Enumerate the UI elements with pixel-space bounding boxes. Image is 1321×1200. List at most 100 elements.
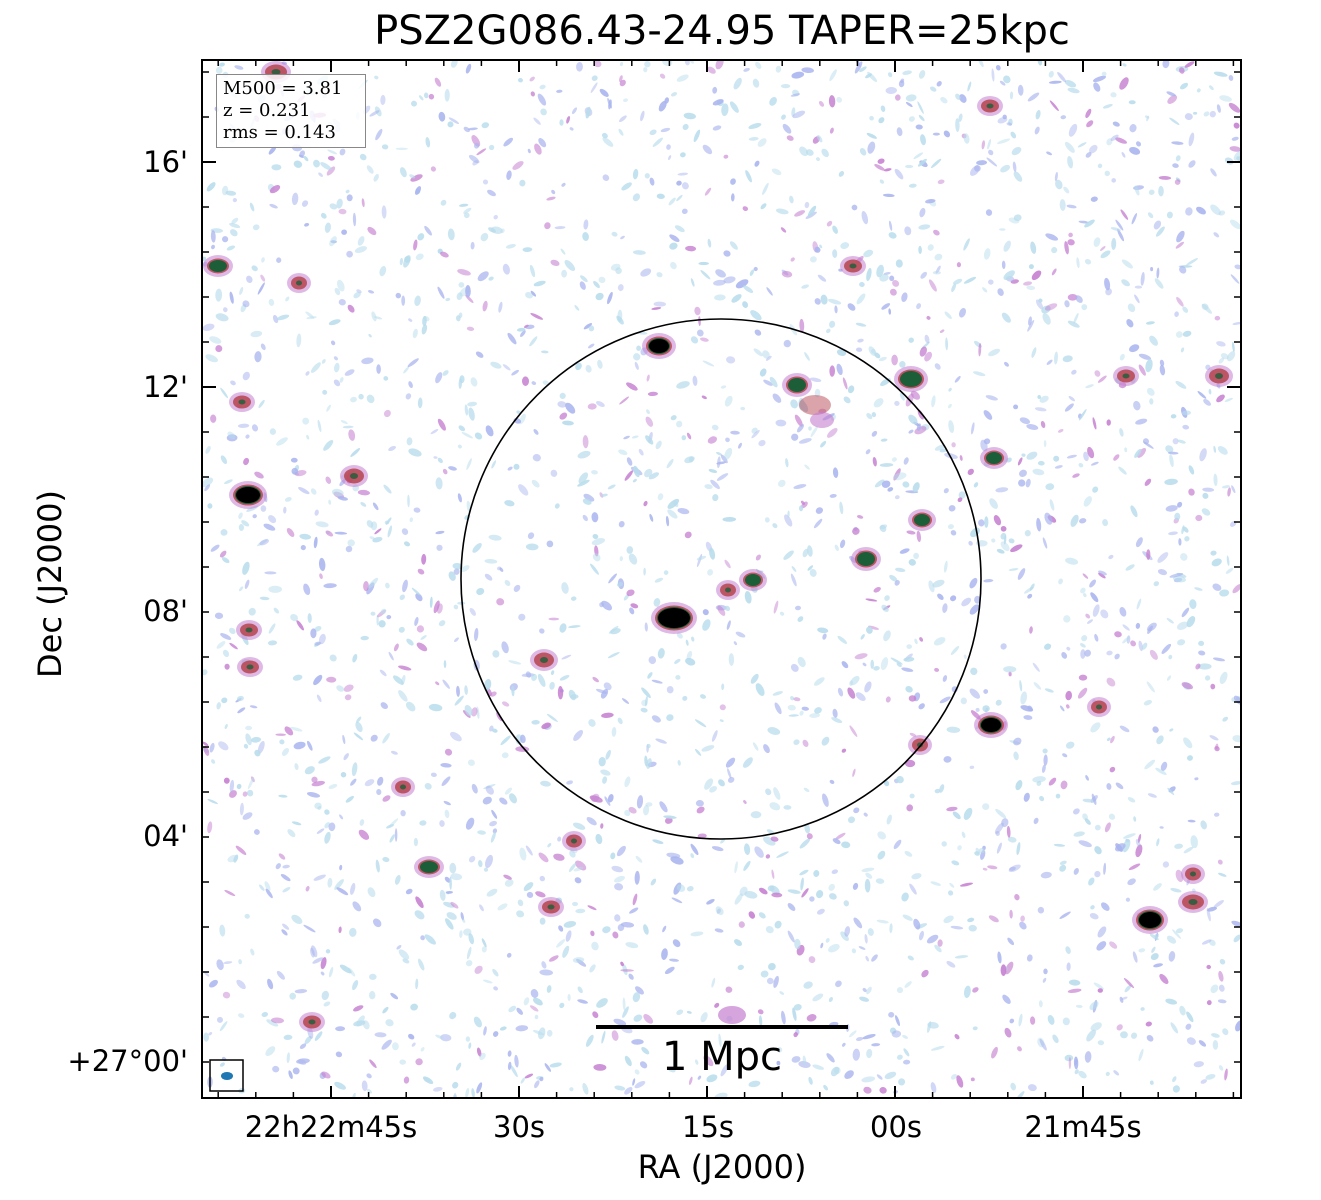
noise-speck bbox=[323, 439, 334, 451]
noise-speck bbox=[856, 293, 866, 305]
noise-speck bbox=[598, 757, 606, 767]
noise-speck bbox=[685, 657, 696, 666]
noise-speck bbox=[408, 448, 422, 457]
noise-speck bbox=[1041, 764, 1046, 773]
noise-speck bbox=[802, 1055, 807, 1066]
noise-speck bbox=[686, 1010, 692, 1014]
noise-speck bbox=[625, 942, 639, 949]
noise-speck bbox=[629, 607, 635, 615]
noise-speck bbox=[261, 257, 265, 263]
noise-speck bbox=[1206, 906, 1218, 912]
noise-speck bbox=[1184, 536, 1190, 542]
noise-speck bbox=[245, 725, 253, 731]
noise-speck bbox=[473, 1016, 482, 1028]
noise-speck bbox=[808, 956, 816, 964]
noise-speck bbox=[942, 603, 948, 613]
noise-speck bbox=[514, 1054, 519, 1068]
noise-speck bbox=[883, 168, 892, 172]
noise-speck bbox=[264, 881, 271, 891]
noise-speck bbox=[1081, 304, 1088, 311]
y-tick-label: 08' bbox=[143, 594, 188, 628]
noise-speck bbox=[1005, 961, 1014, 975]
noise-speck bbox=[888, 220, 893, 231]
noise-speck bbox=[437, 418, 446, 431]
noise-speck bbox=[1002, 994, 1011, 1004]
noise-speck bbox=[595, 401, 605, 407]
noise-speck bbox=[989, 498, 998, 509]
noise-speck bbox=[666, 458, 674, 469]
noise-speck bbox=[817, 627, 829, 634]
source-center bbox=[547, 904, 555, 910]
noise-speck bbox=[939, 696, 951, 704]
noise-speck bbox=[1145, 1021, 1152, 1027]
noise-speck bbox=[504, 787, 513, 795]
noise-speck bbox=[1026, 451, 1038, 460]
noise-speck bbox=[1224, 397, 1233, 402]
noise-speck bbox=[720, 385, 727, 389]
noise-speck bbox=[683, 112, 696, 120]
noise-speck bbox=[799, 318, 805, 333]
noise-speck bbox=[1038, 298, 1043, 303]
noise-speck bbox=[1093, 82, 1101, 92]
noise-speck bbox=[268, 298, 275, 306]
noise-speck bbox=[519, 179, 526, 187]
noise-speck bbox=[219, 924, 226, 937]
noise-speck bbox=[813, 677, 825, 686]
noise-speck bbox=[866, 267, 872, 282]
noise-speck bbox=[369, 536, 375, 540]
noise-speck bbox=[363, 581, 369, 592]
noise-speck bbox=[524, 1073, 534, 1079]
noise-speck bbox=[413, 837, 419, 847]
noise-speck bbox=[457, 269, 471, 276]
noise-speck bbox=[905, 102, 913, 107]
noise-speck bbox=[1083, 451, 1089, 462]
noise-speck bbox=[248, 607, 256, 616]
noise-speck bbox=[252, 514, 257, 519]
noise-speck bbox=[1063, 186, 1070, 194]
noise-speck bbox=[499, 1026, 507, 1031]
noise-speck bbox=[254, 749, 261, 757]
noise-speck bbox=[662, 925, 667, 933]
noise-speck bbox=[456, 685, 460, 697]
noise-speck bbox=[1023, 715, 1033, 720]
noise-speck bbox=[1129, 124, 1137, 133]
noise-speck bbox=[232, 197, 237, 203]
noise-speck bbox=[525, 291, 534, 299]
noise-speck bbox=[888, 232, 897, 239]
noise-speck bbox=[430, 166, 436, 172]
noise-speck bbox=[676, 194, 683, 202]
noise-speck bbox=[484, 573, 493, 581]
noise-speck bbox=[823, 1084, 829, 1091]
noise-speck bbox=[646, 374, 650, 382]
noise-speck bbox=[734, 893, 743, 905]
noise-speck bbox=[772, 691, 783, 696]
noise-speck bbox=[585, 364, 592, 373]
noise-speck bbox=[417, 233, 425, 241]
noise-speck bbox=[247, 776, 255, 790]
noise-speck bbox=[214, 612, 224, 620]
noise-speck bbox=[793, 484, 807, 489]
noise-speck bbox=[917, 101, 924, 114]
noise-speck bbox=[877, 831, 887, 840]
noise-speck bbox=[482, 179, 489, 185]
noise-speck bbox=[562, 945, 570, 958]
noise-speck bbox=[1092, 604, 1100, 617]
noise-speck bbox=[773, 600, 779, 614]
noise-speck bbox=[1082, 573, 1089, 579]
noise-speck bbox=[786, 135, 794, 141]
noise-speck bbox=[819, 244, 823, 249]
noise-speck bbox=[1130, 1032, 1138, 1039]
noise-speck bbox=[337, 496, 349, 501]
noise-speck bbox=[967, 917, 975, 923]
noise-speck bbox=[585, 1034, 594, 1047]
noise-speck bbox=[1000, 525, 1007, 532]
noise-speck bbox=[748, 122, 762, 130]
noise-speck bbox=[468, 154, 480, 164]
noise-speck bbox=[853, 807, 860, 814]
noise-speck bbox=[360, 501, 367, 507]
noise-speck bbox=[653, 598, 661, 607]
noise-speck bbox=[468, 855, 476, 863]
noise-speck bbox=[844, 926, 851, 937]
noise-speck bbox=[939, 329, 945, 333]
noise-speck bbox=[752, 78, 760, 88]
